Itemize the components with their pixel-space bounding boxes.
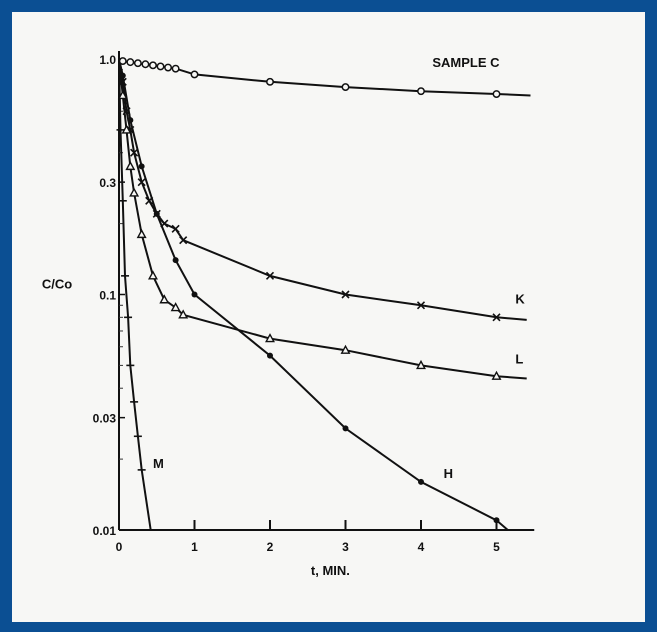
point-k [137,178,146,187]
point-h [172,257,179,264]
point-k [171,224,180,233]
series-label-k: K [515,291,525,306]
point-sample-c [171,64,180,73]
series-line-h [118,58,509,531]
point-h [153,210,160,217]
point-k [265,271,275,280]
y-axis-title: C/Co [42,277,72,292]
point-h [493,517,500,524]
series-line-l [118,58,527,380]
point-sample-c [341,83,350,92]
point-sample-c [492,90,501,98]
point-k [130,148,139,157]
series-line-m [118,58,152,531]
point-sample-c [133,59,142,68]
point-sample-c [156,62,165,71]
point-sample-c [417,87,425,96]
y-tick-label: 0.01 [93,524,117,538]
labels: 1.0 0.3 0.1 0.03 0.01 0 1 2 3 4 5 C/Co t, MIN. SAMPLE… [42,53,526,578]
x-tick-label: 1 [191,540,198,554]
point-l [121,124,132,134]
markers [116,57,502,524]
point-l [170,302,181,312]
point-sample-c [118,57,127,66]
point-sample-c [149,61,157,70]
series-label-l: L [515,351,523,366]
point-l [136,228,147,239]
y-tick-label: 0.03 [93,412,117,426]
series-line-k [118,58,527,321]
y-tick-label: 0.3 [99,176,116,190]
point-sample-c [164,63,173,72]
point-k [122,107,131,116]
x-tick-label: 0 [116,540,123,554]
point-h [267,352,273,359]
x-tick-label: 2 [267,540,274,554]
point-l [159,294,170,304]
point-k [416,301,426,310]
series-label-sample-c: SAMPLE C [432,55,500,70]
axes [118,51,535,531]
series-label-m: M [153,456,164,471]
point-l [117,90,128,100]
chart-frame: 1.0 0.3 0.1 0.03 0.01 0 1 2 3 4 5 C/Co t, MIN. SAMPLE… [12,12,645,622]
point-l [125,160,136,171]
point-sample-c [266,77,274,86]
point-k [145,196,154,205]
x-tick-label: 3 [342,540,349,554]
point-k [492,313,501,322]
point-k [118,77,127,86]
point-l [147,270,158,280]
point-l [416,359,426,370]
point-h [418,478,424,485]
point-sample-c [141,60,150,69]
point-l [340,344,351,354]
point-sample-c [190,70,199,79]
point-h [127,117,134,124]
point-h [191,291,198,298]
y-tick-label: 0.1 [99,289,116,303]
point-l [178,309,189,319]
x-tick-label: 5 [493,540,500,554]
chart-svg: 1.0 0.3 0.1 0.03 0.01 0 1 2 3 4 5 C/Co t, MIN. SAMPLE… [42,51,535,578]
curves [118,58,531,531]
point-l [265,333,275,343]
series-label-h: H [444,466,453,481]
point-k [160,219,169,228]
x-tick-label: 4 [418,540,425,554]
point-l [129,187,140,197]
x-axis-title: t, MIN. [311,563,350,578]
point-l [491,370,502,380]
y-tick-label: 1.0 [99,53,116,67]
point-h [138,163,145,170]
point-sample-c [126,58,135,67]
point-k [341,290,350,299]
point-k [179,236,188,245]
point-h [342,425,349,432]
point-h [119,72,126,79]
